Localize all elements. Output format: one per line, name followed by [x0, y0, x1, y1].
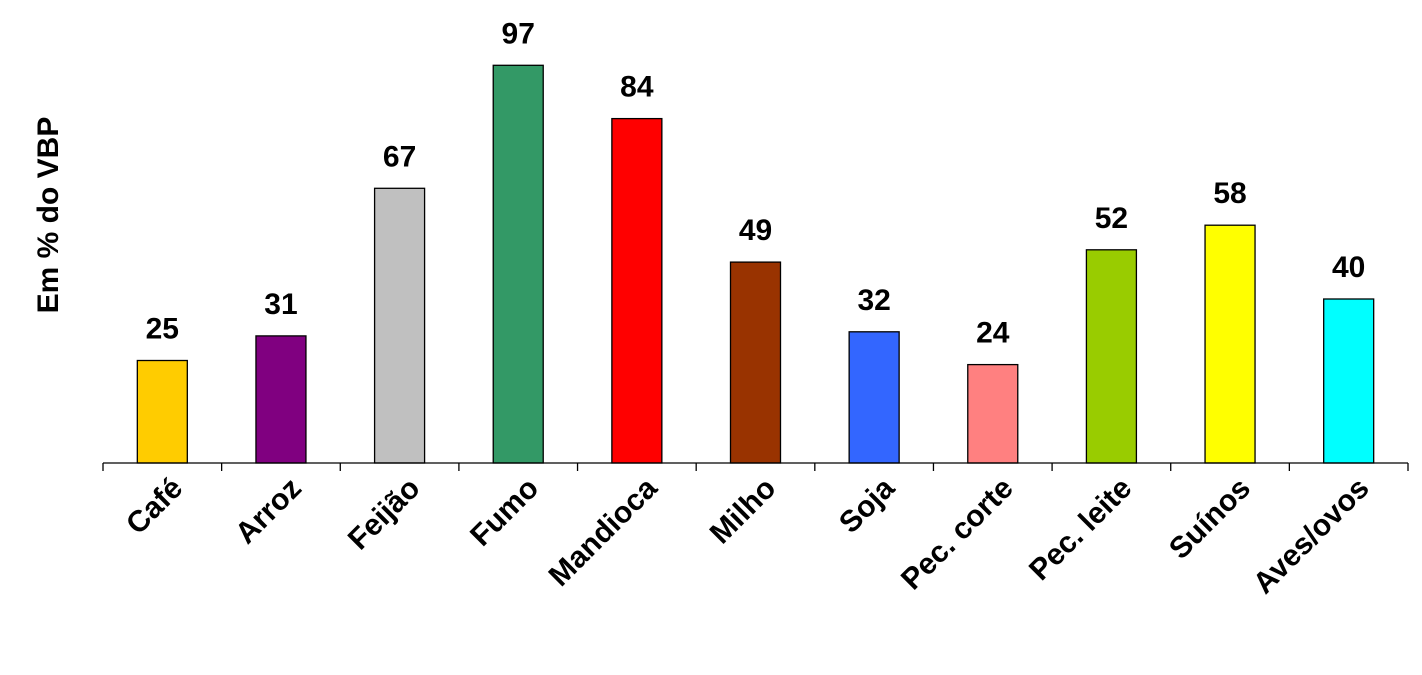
bar-feij-o: [373, 187, 426, 464]
bar-mandioca: [611, 117, 663, 464]
bar-aves-ovos: [1323, 298, 1375, 464]
bar-milho: [729, 261, 782, 464]
value-label: 31: [264, 288, 297, 321]
value-label: 52: [1095, 202, 1128, 235]
value-label: 67: [383, 140, 416, 173]
category-label: Feijão: [342, 472, 427, 557]
y-axis-label: Em % do VBP: [32, 117, 65, 314]
bar-pec-corte: [967, 363, 1019, 464]
value-labels-group: 25 31 67 97 84 49 32 24 52 58 40: [146, 17, 1366, 349]
bar-pec-leite: [1085, 249, 1138, 464]
bars-group: [136, 64, 1375, 464]
value-label: 25: [146, 313, 179, 346]
category-label: Pec. corte: [895, 472, 1020, 597]
bar-caf-: [136, 359, 188, 464]
value-label: 32: [857, 284, 890, 317]
category-label: Suínos: [1163, 472, 1257, 566]
bar-fumo: [492, 64, 544, 464]
category-label: Fumo: [464, 472, 545, 553]
value-label: 97: [502, 17, 535, 50]
bar-su-nos: [1204, 224, 1256, 464]
category-label: Aves/ovos: [1247, 472, 1376, 601]
value-label: 84: [620, 71, 654, 104]
value-label: 24: [976, 317, 1010, 350]
category-label: Soja: [833, 471, 901, 539]
value-label: 58: [1213, 177, 1246, 210]
value-label: 49: [739, 214, 772, 247]
category-label: Milho: [704, 472, 783, 551]
bar-soja: [848, 331, 900, 464]
value-label: 40: [1332, 251, 1365, 284]
category-label: Arroz: [229, 472, 308, 551]
x-axis-ticks: [102, 463, 1409, 471]
category-label: Pec. leite: [1023, 472, 1138, 587]
category-label: Mandioca: [543, 471, 664, 592]
category-label: Café: [120, 472, 189, 541]
bar-arroz: [255, 335, 307, 464]
